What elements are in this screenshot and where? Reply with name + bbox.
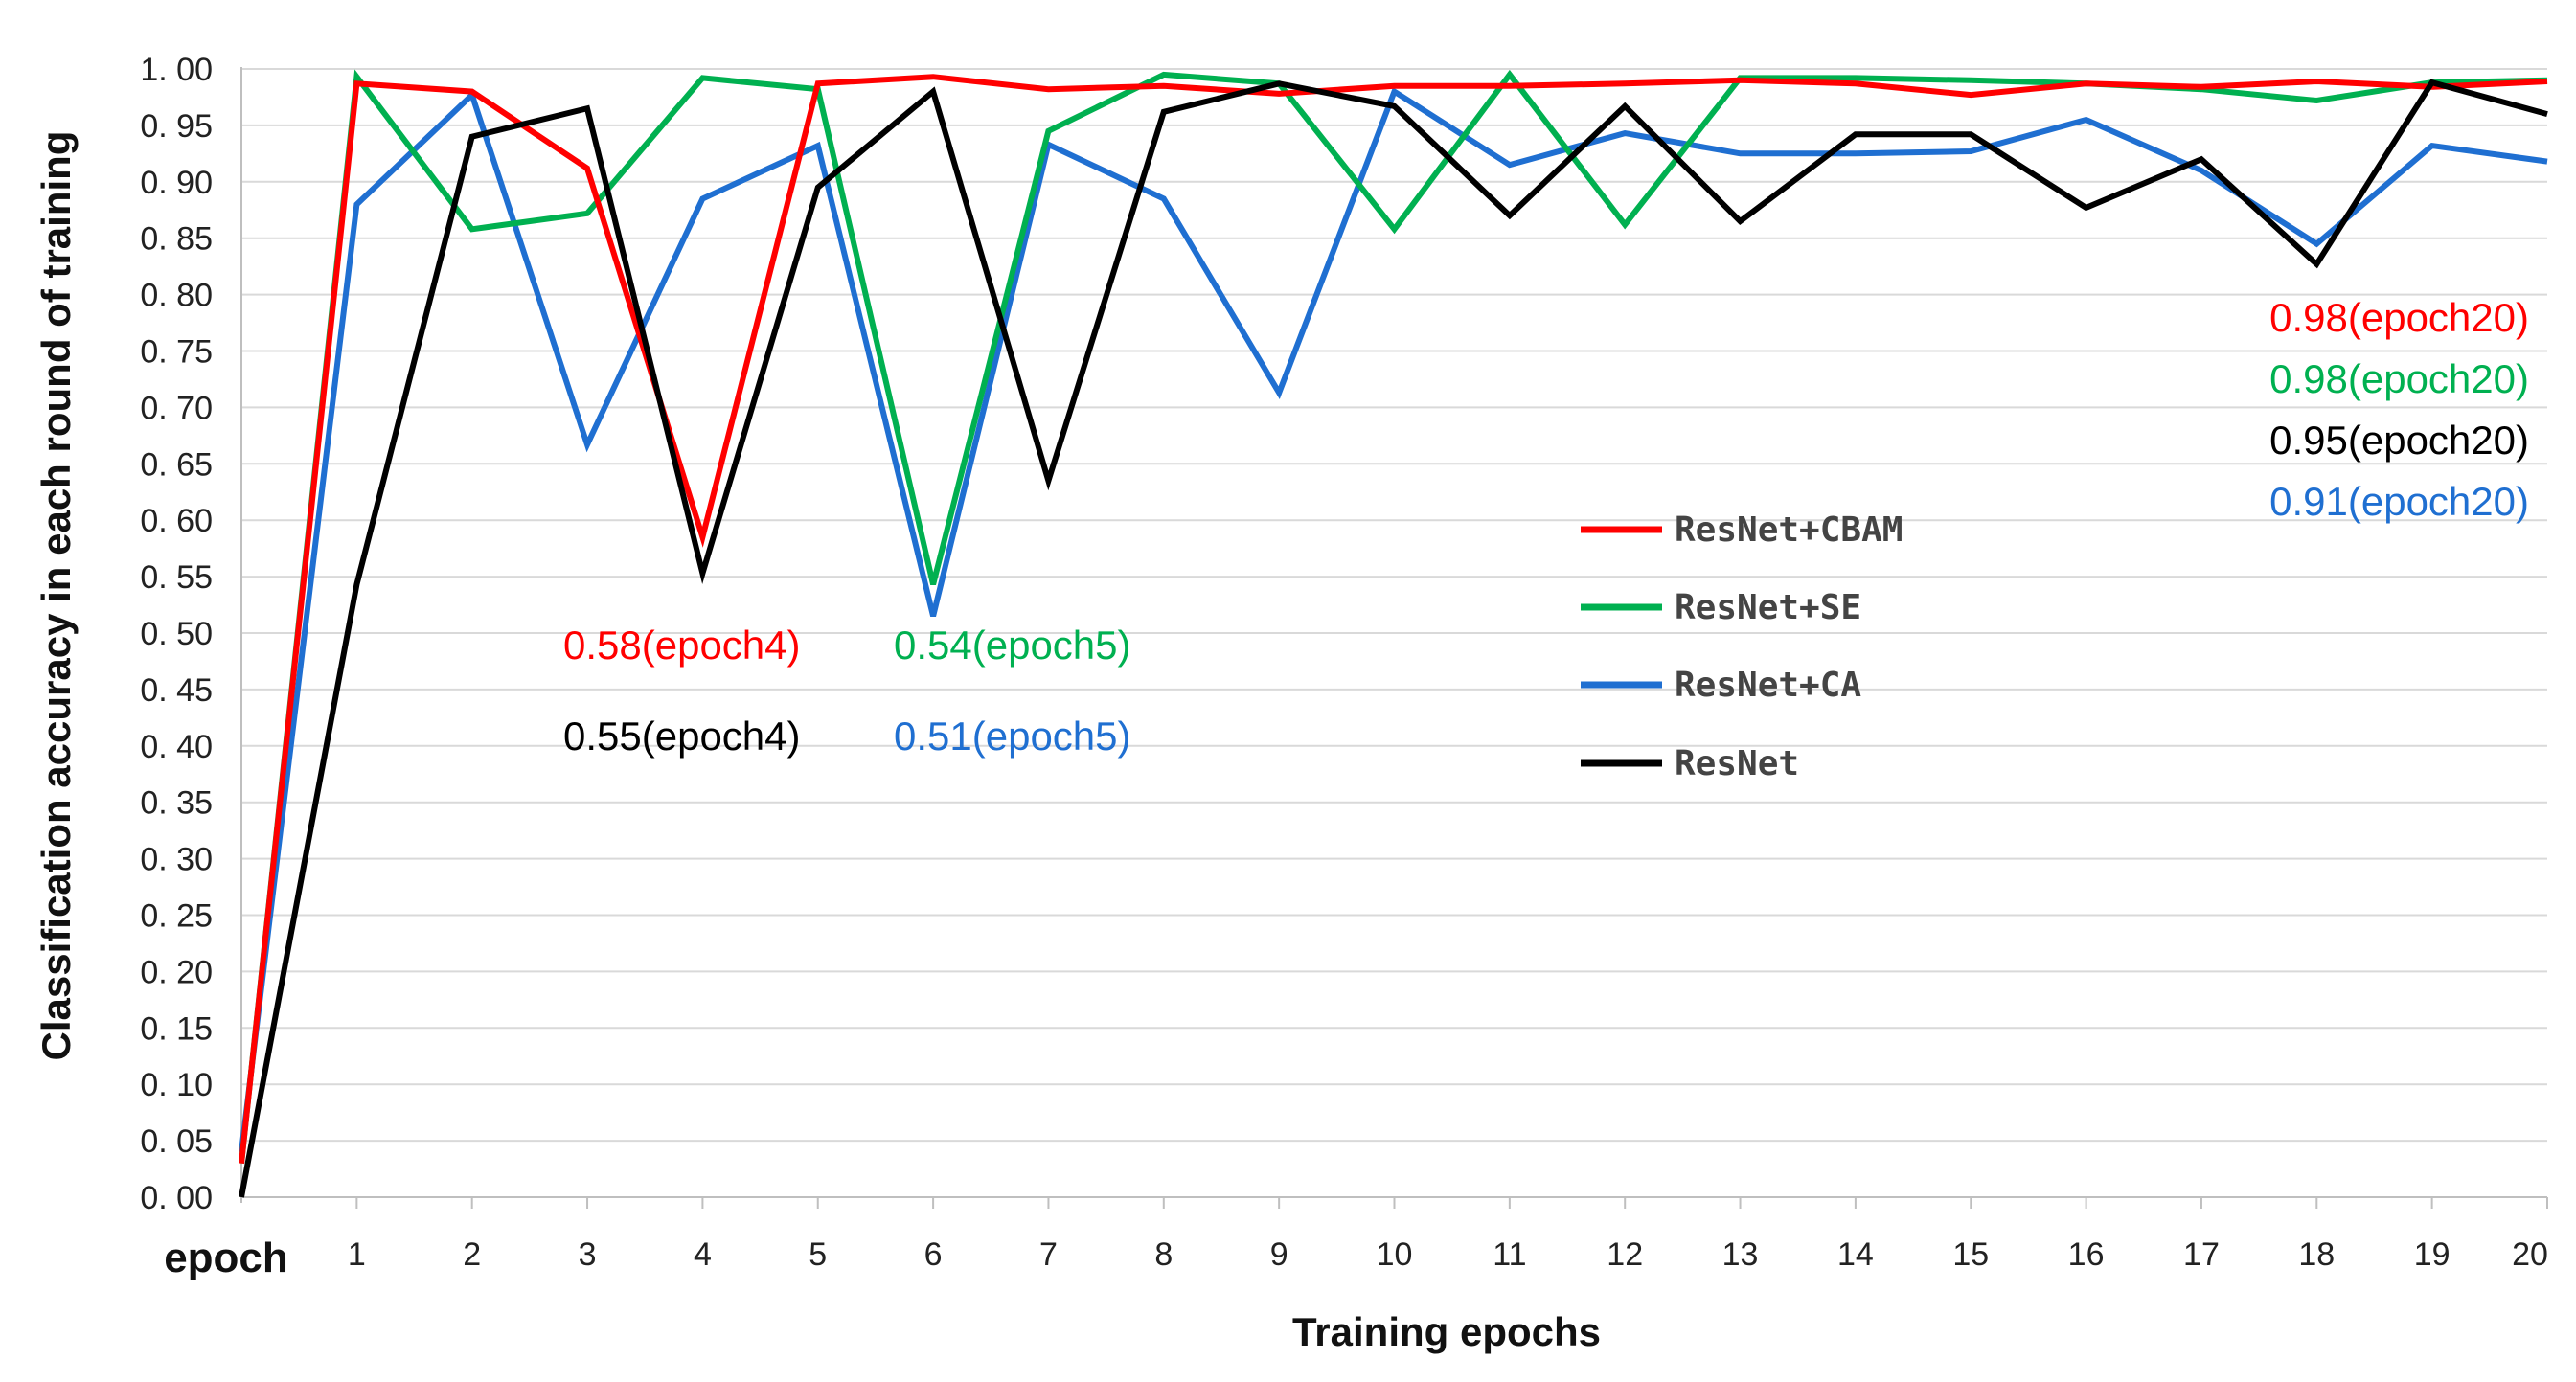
x-tick-label: 8 [1154,1236,1173,1273]
x-tick-label: 20 [2512,1236,2548,1273]
y-tick-label: 0. 05 [140,1123,213,1160]
annotation-resnet-epoch20: 0.95(epoch20) [2269,418,2529,463]
x-axis-prefix-label: epoch [164,1235,288,1281]
x-tick-label: 13 [1722,1236,1759,1273]
y-tick-label: 0. 40 [140,729,213,765]
annotation-resnet-epoch4: 0.55(epoch4) [563,714,801,759]
y-tick-label: 0. 10 [140,1067,213,1103]
y-tick-label: 0. 15 [140,1010,213,1047]
y-tick-label: 0. 45 [140,672,213,709]
legend-item-resnet-cbam: ResNet+CBAM [1581,510,1903,550]
annotations: 0.58(epoch4) 0.54(epoch5) 0.55(epoch4) 0… [563,295,2529,759]
legend-label-resnet-cbam: ResNet+CBAM [1675,510,1903,550]
y-tick-label: 0. 35 [140,785,213,822]
annotation-se-epoch5: 0.54(epoch5) [894,623,1131,668]
y-tick-label: 0. 60 [140,503,213,539]
legend-item-resnet: ResNet [1581,744,1799,783]
x-tick-label: 14 [1837,1236,1874,1273]
legend-label-resnet-ca: ResNet+CA [1675,666,1861,705]
y-tick-label: 0. 50 [140,616,213,652]
y-tick-label: 1. 00 [140,52,213,88]
x-tick-label: 18 [2298,1236,2335,1273]
annotation-se-epoch20: 0.98(epoch20) [2269,356,2529,401]
y-axis-ticks: 0. 00 0. 05 0. 10 0. 15 0. 20 0. 25 0. 30 0. 35… [140,52,213,1216]
series-lines [239,69,2548,1198]
x-tick-label: 4 [694,1236,712,1273]
y-tick-label: 0. 85 [140,221,213,258]
legend-item-resnet-ca: ResNet+CA [1581,666,1861,705]
series-line-resnet-ca [239,87,2548,1153]
annotation-cbam-epoch20: 0.98(epoch20) [2269,295,2529,340]
y-tick-label: 0. 30 [140,842,213,878]
x-tick-label: 1 [348,1236,366,1273]
series-line-resnet-cbam [239,74,2548,1165]
x-tick-label: 7 [1039,1236,1058,1273]
x-tick-label: 19 [2414,1236,2451,1273]
y-tick-label: 0. 70 [140,390,213,426]
legend-label-resnet: ResNet [1675,744,1799,783]
y-tick-label: 0. 55 [140,559,213,596]
x-tick-label: 12 [1607,1236,1643,1273]
y-tick-label: 0. 75 [140,334,213,371]
x-tick-label: 16 [2068,1236,2105,1273]
y-tick-label: 0. 95 [140,108,213,145]
y-tick-label: 0. 20 [140,954,213,990]
x-tick-label: 6 [924,1236,943,1273]
x-tick-label: 10 [1377,1236,1413,1273]
x-tick-label: 17 [2183,1236,2220,1273]
y-tick-label: 0. 90 [140,165,213,201]
annotation-ca-epoch20: 0.91(epoch20) [2269,479,2529,524]
y-tick-label: 0. 65 [140,446,213,483]
x-tick-label: 15 [1952,1236,1989,1273]
x-tick-label: 3 [579,1236,597,1273]
legend: ResNet+CBAM ResNet+SE ResNet+CA ResNet [1581,510,1903,783]
y-tick-label: 0. 80 [140,278,213,314]
gridlines [240,67,2547,1203]
x-axis-ticks: 1 2 3 4 5 6 7 8 9 10 11 12 13 14 15 16 17 18 19 20 [348,1197,2548,1273]
x-axis-title: Training epochs [1292,1309,1601,1354]
y-tick-label: 0. 00 [140,1180,213,1216]
x-tick-label: 2 [463,1236,481,1273]
x-tick-label: 11 [1493,1236,1526,1273]
y-tick-label: 0. 25 [140,898,213,935]
legend-item-resnet-se: ResNet+SE [1581,588,1861,627]
annotation-cbam-epoch4: 0.58(epoch4) [563,623,801,668]
y-axis-title: Classification accuracy in each round of… [34,131,79,1061]
x-tick-label: 5 [809,1236,827,1273]
annotation-ca-epoch5: 0.51(epoch5) [894,714,1131,759]
series-line-resnet [239,79,2548,1198]
x-tick-label: 9 [1270,1236,1288,1273]
legend-label-resnet-se: ResNet+SE [1675,588,1861,627]
